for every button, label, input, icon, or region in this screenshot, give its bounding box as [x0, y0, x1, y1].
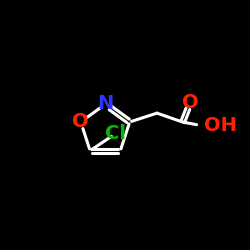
- Text: N: N: [97, 94, 113, 113]
- Text: O: O: [182, 93, 198, 112]
- Text: Cl: Cl: [105, 124, 126, 143]
- Text: O: O: [72, 112, 89, 132]
- Text: OH: OH: [204, 116, 237, 136]
